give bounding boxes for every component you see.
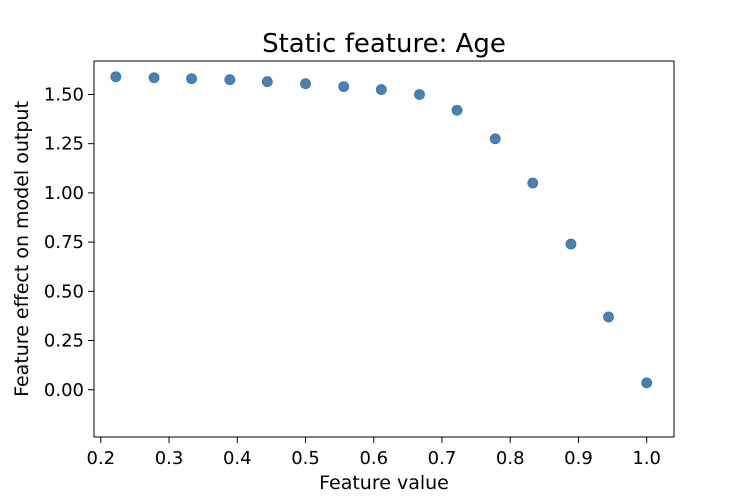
y-tick-label: 0.75 bbox=[44, 232, 84, 253]
y-tick-label: 1.50 bbox=[44, 84, 84, 105]
x-tick-label: 0.7 bbox=[428, 448, 457, 469]
y-tick-label: 0.25 bbox=[44, 331, 84, 352]
chart-title: Static feature: Age bbox=[262, 29, 506, 59]
data-point bbox=[489, 133, 501, 145]
x-tick-label: 0.5 bbox=[291, 448, 320, 469]
y-tick-label: 0.50 bbox=[44, 281, 84, 302]
y-tick-label: 1.25 bbox=[44, 134, 84, 155]
x-tick-label: 1.0 bbox=[632, 448, 661, 469]
data-point bbox=[375, 84, 387, 95]
data-point bbox=[603, 311, 614, 323]
data-point bbox=[451, 104, 463, 116]
data-point bbox=[414, 89, 425, 100]
data-point bbox=[148, 72, 160, 84]
x-tick-label: 0.8 bbox=[496, 448, 525, 469]
y-axis-label: Feature effect on model output bbox=[11, 101, 33, 397]
data-point bbox=[261, 76, 273, 88]
x-axis: 0.2 0.3 0.4 0.5 0.6 0.7 0.8 0.9 1.0 bbox=[87, 437, 661, 469]
data-point bbox=[110, 71, 122, 83]
data-point bbox=[186, 73, 197, 85]
x-tick-label: 0.4 bbox=[223, 448, 252, 469]
data-points bbox=[110, 71, 653, 389]
x-tick-label: 0.3 bbox=[155, 448, 184, 469]
x-axis-label: Feature value bbox=[319, 472, 449, 494]
plot-area bbox=[93, 60, 675, 438]
y-tick-label: 0.00 bbox=[44, 380, 84, 401]
x-tick-label: 0.2 bbox=[87, 448, 116, 469]
data-point bbox=[300, 78, 311, 90]
y-tick-label: 1.00 bbox=[44, 183, 84, 204]
data-point bbox=[527, 177, 539, 189]
x-tick-label: 0.6 bbox=[359, 448, 388, 469]
data-point bbox=[565, 238, 577, 250]
data-point bbox=[224, 74, 236, 86]
data-point bbox=[338, 81, 350, 92]
x-tick-label: 0.9 bbox=[564, 448, 593, 469]
data-point bbox=[641, 377, 653, 389]
y-axis: 0.00 0.25 0.50 0.75 1.00 1.25 1.50 bbox=[44, 84, 94, 401]
